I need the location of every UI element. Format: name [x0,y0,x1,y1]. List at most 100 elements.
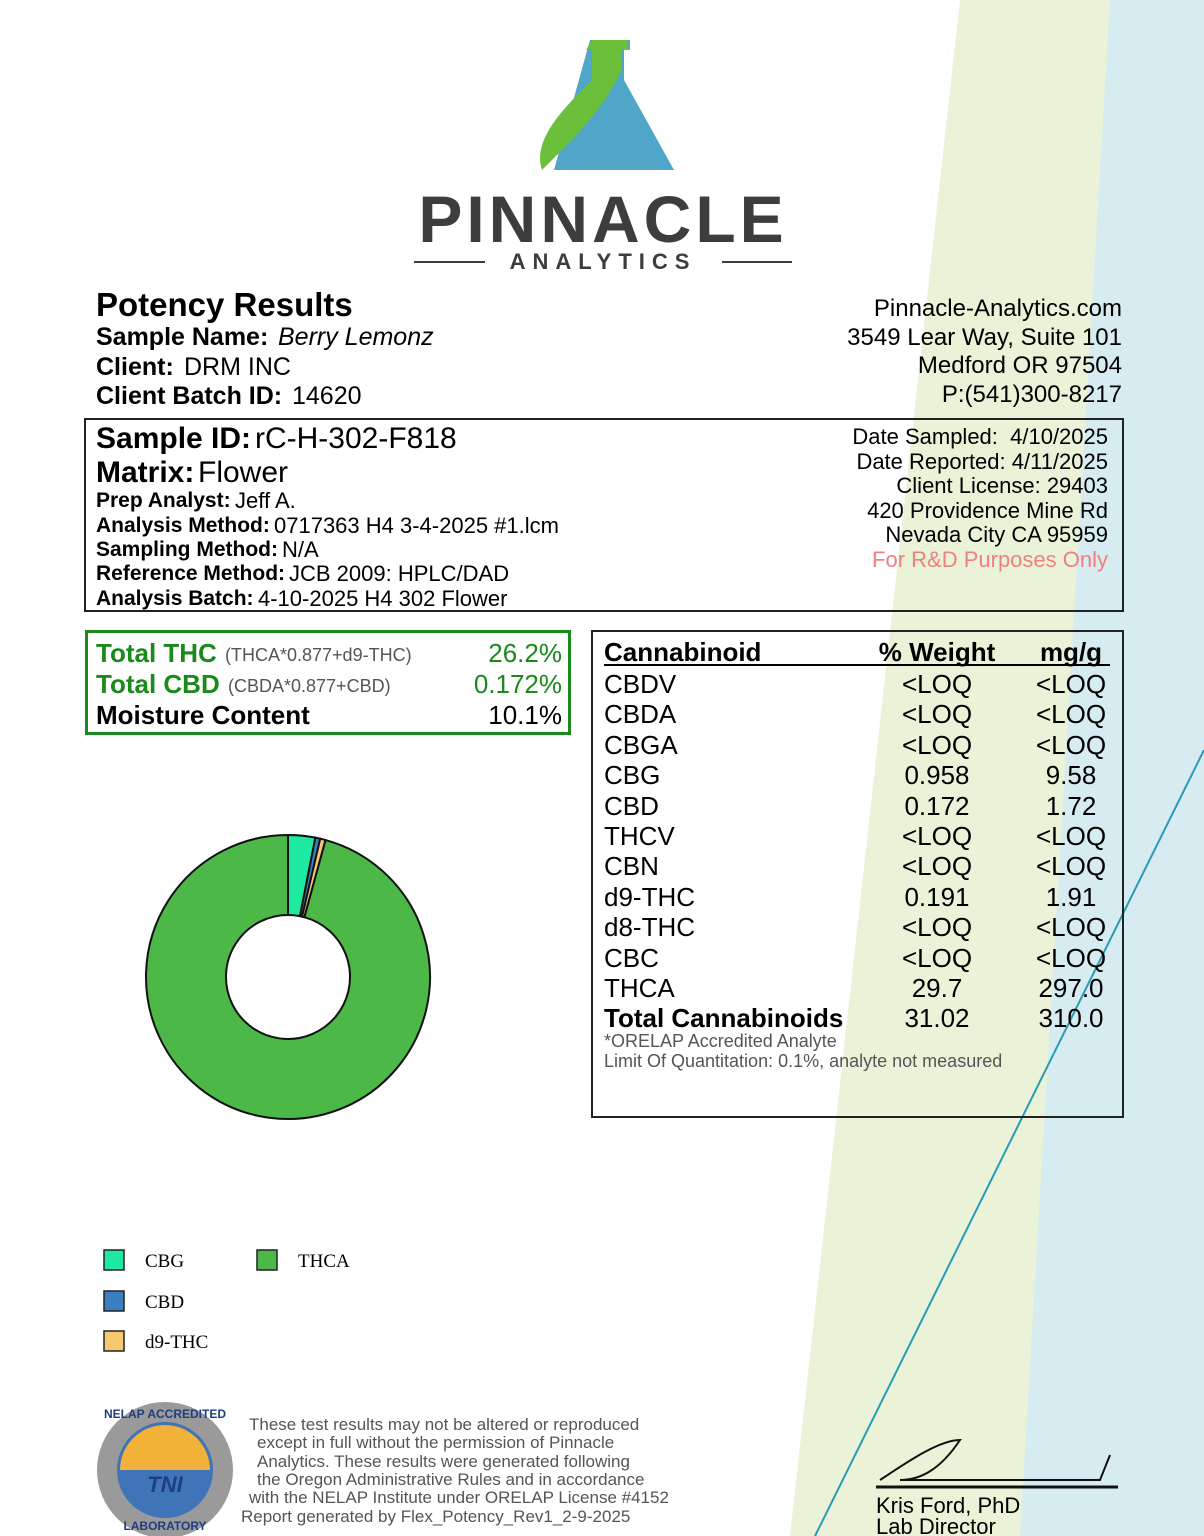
table-cell: THCV [604,821,675,851]
legend-label: CBD [145,1292,185,1313]
table-cell: <LOQ [1035,942,1107,973]
table-cell: <LOQ [1035,851,1107,882]
table-header: % Weight [878,637,996,667]
sample-value: 0717363 H4 3-4-2025 #1.lcm [274,513,559,538]
sample-info: 420 Providence Mine Rd [867,497,1108,523]
disclaimer: except in full without the permission of… [257,1433,615,1453]
table-header: Cannabinoid [604,637,762,667]
bg-stripe-blue [1020,0,1204,1536]
sample-label: Sampling Method: [96,538,278,561]
table-cell: 29.7 [911,973,963,1003]
sample-value: Jeff A. [235,488,296,513]
table-cell: 1.72 [1045,790,1097,821]
logo-flask [540,40,674,170]
disclaimer: Report generated by Flex_Potency_Rev1_2-… [241,1506,631,1526]
sample-value: rC-H-302-F818 [255,422,457,455]
disclaimer: with the NELAP Institute under ORELAP Li… [249,1488,669,1508]
table-total: 31.02 [904,1003,970,1033]
disclaimer: These test results may not be altered or… [249,1415,640,1434]
field-value: Berry Lemonz [278,323,434,351]
signer: Kris Ford, PhD [876,1493,1021,1518]
logo-name: PINNACLE [418,182,788,256]
table-cell: CBG [604,760,661,791]
title: Potency Results [96,286,353,323]
table-cell: THCA [604,973,675,1003]
table-cell: <LOQ [1035,699,1107,730]
sample-value: Flower [198,456,289,489]
table-cell: d8-THC [604,912,696,943]
badge-text: NELAP ACCREDITED [103,1407,226,1421]
table-cell: <LOQ [1035,729,1107,760]
summary-formula: (CBDA*0.877+CBD) [228,676,391,696]
table-cell: CBGA [604,729,678,760]
badge [97,1402,233,1536]
table-note: Limit Of Quantitation: 0.1%, analyte not… [604,1051,1003,1071]
disclaimer: Analytics. These results were generated … [257,1451,630,1471]
table-cell: <LOQ [901,729,973,760]
table-cell: <LOQ [1035,669,1107,699]
table-box [591,630,1124,1118]
summary-label: Total CBD [96,669,220,699]
table-cell: CBN [604,851,659,882]
legend-label: THCA [298,1251,350,1272]
table-cell: <LOQ [1035,821,1107,851]
table-total: 310.0 [1038,1003,1104,1033]
table-cell: <LOQ [901,699,973,730]
sample-value: 4-10-2025 H4 302 Flower [258,586,508,611]
sample-label: Reference Method: [96,562,286,585]
table-cell: 0.958 [904,760,970,791]
disclaimer: the Oregon Administrative Rules and in a… [257,1469,645,1489]
table-cell: 0.172 [904,790,970,821]
table-note: *ORELAP Accredited Analyte [604,1031,837,1051]
sample-box [84,418,1124,612]
field-value: 14620 [292,382,362,410]
bg-line [814,749,1204,1536]
table-cell: CBC [604,942,659,973]
table-cell: <LOQ [1035,912,1107,943]
summary-value: 0.172% [473,669,562,699]
table-cell: <LOQ [901,851,973,882]
field-label: Client Batch ID: [96,382,283,410]
sample-label: Matrix: [96,456,195,489]
sample-info: Date Reported: 4/11/2025 [856,448,1108,474]
summary-label: Total THC [96,638,217,668]
summary-value: 26.2% [488,638,562,668]
summary-formula: (THCA*0.877+d9-THC) [225,645,412,665]
legend-label: d9-THC [145,1332,209,1353]
table-total: Total Cannabinoids [604,1003,844,1033]
field-label: Sample Name: [96,323,269,351]
table-cell: CBD [604,790,659,821]
summary-box [85,630,571,735]
lab-line: P:(541)300-8217 [941,380,1122,408]
lab-line: Pinnacle-Analytics.com [873,295,1122,322]
table-cell: <LOQ [901,821,973,851]
badge-text: LABORATORY [123,1519,207,1533]
field-value: DRM INC [184,352,291,381]
sample-label: Analysis Method: [96,514,270,537]
lab-line: 3549 Lear Way, Suite 101 [847,323,1122,351]
logo-tagline: ANALYTICS [509,249,697,274]
table-cell: 297.0 [1038,973,1104,1003]
sample-value: N/A [282,537,319,562]
table-cell: <LOQ [901,912,973,943]
table-cell: d9-THC [604,881,696,912]
sample-info: Client License: 29403 [896,473,1108,499]
sample-label: Sample ID: [96,422,252,455]
table-cell: CBDV [604,669,677,699]
table-cell: 9.58 [1045,760,1097,791]
lab-line: Medford OR 97504 [917,352,1122,379]
sample-info: Date Sampled: 4/10/2025 [852,424,1108,449]
sample-note: For R&D Purposes Only [872,547,1108,572]
summary-value: 10.1% [488,700,562,730]
sample-value: JCB 2009: HPLC/DAD [289,561,510,586]
summary-label: Moisture Content [96,700,310,730]
badge-text: TNI [147,1472,183,1497]
field-label: Client: [96,352,174,381]
signer-role: Lab Director [876,1514,996,1536]
table-cell: <LOQ [901,942,973,973]
signature [879,1438,1111,1481]
table-cell: CBDA [604,699,677,730]
sample-label: Prep Analyst: [96,489,231,512]
